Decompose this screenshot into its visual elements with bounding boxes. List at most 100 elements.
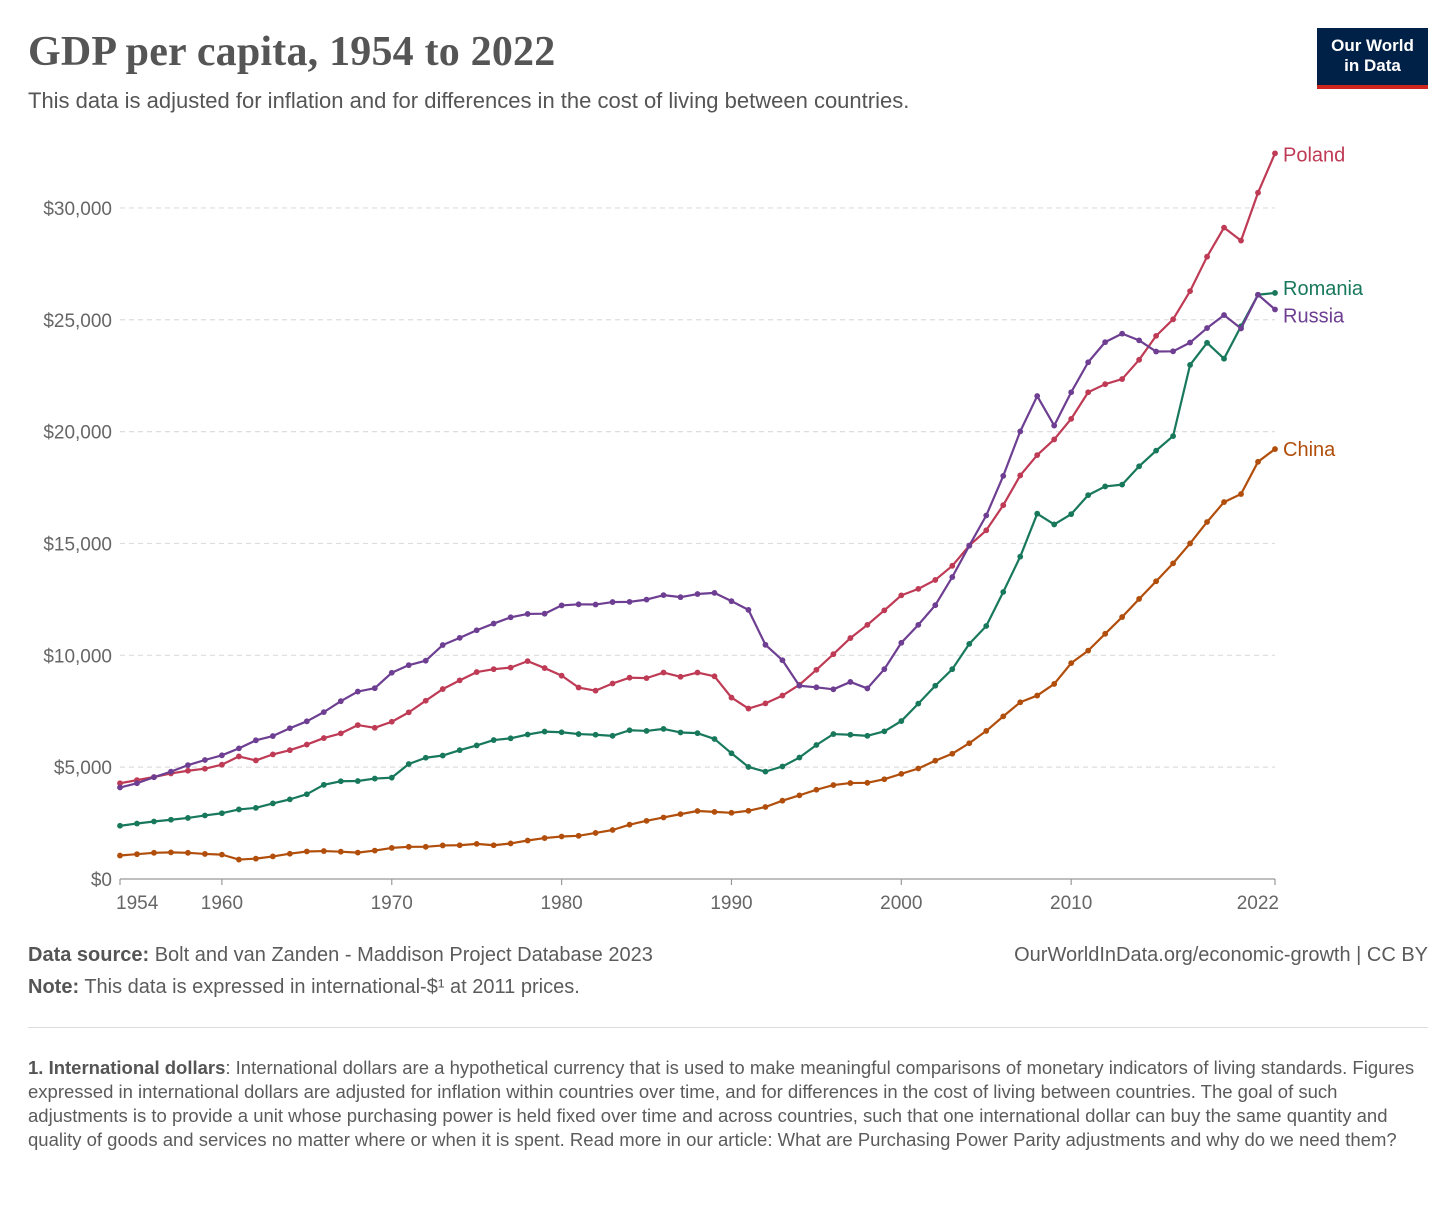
data-point-russia[interactable]	[864, 685, 871, 692]
data-point-poland[interactable]	[1068, 415, 1075, 422]
data-point-china[interactable]	[405, 843, 412, 850]
data-point-russia[interactable]	[1153, 348, 1160, 355]
data-point-russia[interactable]	[1000, 473, 1007, 479]
data-point-poland[interactable]	[1102, 381, 1109, 388]
data-point-poland[interactable]	[202, 765, 208, 772]
data-point-russia[interactable]	[1017, 428, 1024, 435]
data-point-poland[interactable]	[983, 527, 990, 534]
data-point-china[interactable]	[202, 851, 208, 857]
data-point-poland[interactable]	[711, 673, 718, 680]
data-point-romania[interactable]	[592, 731, 599, 738]
series-poland[interactable]	[117, 150, 1278, 787]
data-point-romania[interactable]	[371, 775, 378, 782]
data-point-romania[interactable]	[1136, 463, 1143, 470]
data-point-russia[interactable]	[932, 602, 939, 609]
data-point-romania[interactable]	[830, 731, 837, 737]
data-point-russia[interactable]	[592, 601, 599, 608]
data-point-poland[interactable]	[1136, 356, 1143, 363]
data-point-china[interactable]	[388, 845, 395, 851]
data-point-china[interactable]	[490, 842, 497, 849]
data-point-china[interactable]	[151, 849, 157, 856]
data-point-china[interactable]	[1153, 578, 1160, 585]
data-point-china[interactable]	[728, 809, 735, 816]
data-point-china[interactable]	[575, 832, 582, 839]
data-point-china[interactable]	[915, 765, 922, 772]
data-point-poland[interactable]	[371, 724, 378, 731]
data-point-poland[interactable]	[813, 666, 820, 673]
data-point-russia[interactable]	[609, 599, 616, 605]
data-point-poland[interactable]	[337, 730, 344, 737]
data-point-china[interactable]	[745, 807, 752, 814]
data-point-poland[interactable]	[1238, 237, 1244, 244]
data-point-romania[interactable]	[1051, 521, 1058, 528]
data-point-russia[interactable]	[337, 698, 344, 705]
data-point-china[interactable]	[711, 808, 718, 815]
data-point-china[interactable]	[117, 852, 123, 859]
data-point-russia[interactable]	[1051, 422, 1058, 429]
data-point-romania[interactable]	[252, 804, 259, 811]
data-point-russia[interactable]	[915, 621, 922, 628]
data-point-russia[interactable]	[1136, 337, 1143, 344]
data-point-romania[interactable]	[796, 754, 803, 761]
data-point-russia[interactable]	[371, 685, 378, 692]
data-point-romania[interactable]	[932, 682, 939, 689]
data-point-china[interactable]	[643, 817, 650, 824]
data-point-china[interactable]	[966, 740, 973, 747]
data-point-poland[interactable]	[1170, 316, 1176, 323]
data-point-china[interactable]	[558, 833, 565, 840]
data-point-poland[interactable]	[898, 592, 905, 599]
data-point-poland[interactable]	[915, 585, 922, 592]
data-point-poland[interactable]	[1187, 288, 1193, 295]
data-point-china[interactable]	[1136, 596, 1143, 602]
data-point-russia[interactable]	[881, 666, 888, 673]
data-point-china[interactable]	[422, 843, 429, 850]
data-point-romania[interactable]	[303, 791, 310, 798]
data-point-poland[interactable]	[422, 697, 429, 704]
data-point-poland[interactable]	[1034, 452, 1041, 459]
data-point-russia[interactable]	[185, 762, 191, 769]
data-point-poland[interactable]	[507, 664, 514, 671]
data-point-russia[interactable]	[235, 745, 242, 752]
data-point-russia[interactable]	[303, 718, 310, 725]
data-point-russia[interactable]	[490, 620, 497, 627]
data-point-poland[interactable]	[405, 709, 412, 716]
data-point-russia[interactable]	[151, 774, 157, 781]
data-point-poland[interactable]	[677, 673, 684, 680]
data-point-china[interactable]	[1068, 660, 1075, 667]
data-point-china[interactable]	[219, 851, 225, 858]
data-point-china[interactable]	[473, 840, 480, 847]
data-point-romania[interactable]	[269, 800, 276, 807]
data-point-poland[interactable]	[847, 635, 854, 641]
data-point-poland[interactable]	[524, 658, 531, 665]
data-point-china[interactable]	[983, 728, 990, 734]
data-point-romania[interactable]	[439, 752, 446, 759]
data-point-romania[interactable]	[490, 737, 497, 743]
data-point-romania[interactable]	[558, 729, 565, 736]
data-point-russia[interactable]	[134, 780, 140, 787]
data-point-romania[interactable]	[728, 750, 735, 757]
data-point-poland[interactable]	[286, 747, 293, 754]
data-point-romania[interactable]	[1017, 553, 1024, 560]
data-point-romania[interactable]	[983, 623, 990, 629]
data-point-china[interactable]	[1204, 519, 1210, 525]
data-point-russia[interactable]	[745, 606, 752, 613]
data-point-romania[interactable]	[1272, 290, 1278, 296]
data-point-russia[interactable]	[219, 752, 225, 759]
data-point-russia[interactable]	[779, 657, 786, 664]
data-point-china[interactable]	[592, 830, 599, 836]
data-point-russia[interactable]	[677, 594, 684, 601]
data-point-russia[interactable]	[847, 679, 854, 685]
data-point-poland[interactable]	[1272, 150, 1278, 157]
series-china[interactable]	[117, 446, 1278, 863]
data-point-russia[interactable]	[1221, 312, 1227, 318]
data-point-romania[interactable]	[898, 718, 905, 724]
data-point-romania[interactable]	[202, 812, 208, 819]
data-point-china[interactable]	[796, 792, 803, 799]
series-russia[interactable]	[117, 291, 1278, 791]
data-point-china[interactable]	[320, 848, 327, 854]
data-point-china[interactable]	[541, 835, 548, 841]
data-point-china[interactable]	[1255, 458, 1261, 465]
data-point-poland[interactable]	[643, 675, 650, 682]
data-point-china[interactable]	[779, 797, 786, 804]
data-point-china[interactable]	[1238, 491, 1244, 497]
